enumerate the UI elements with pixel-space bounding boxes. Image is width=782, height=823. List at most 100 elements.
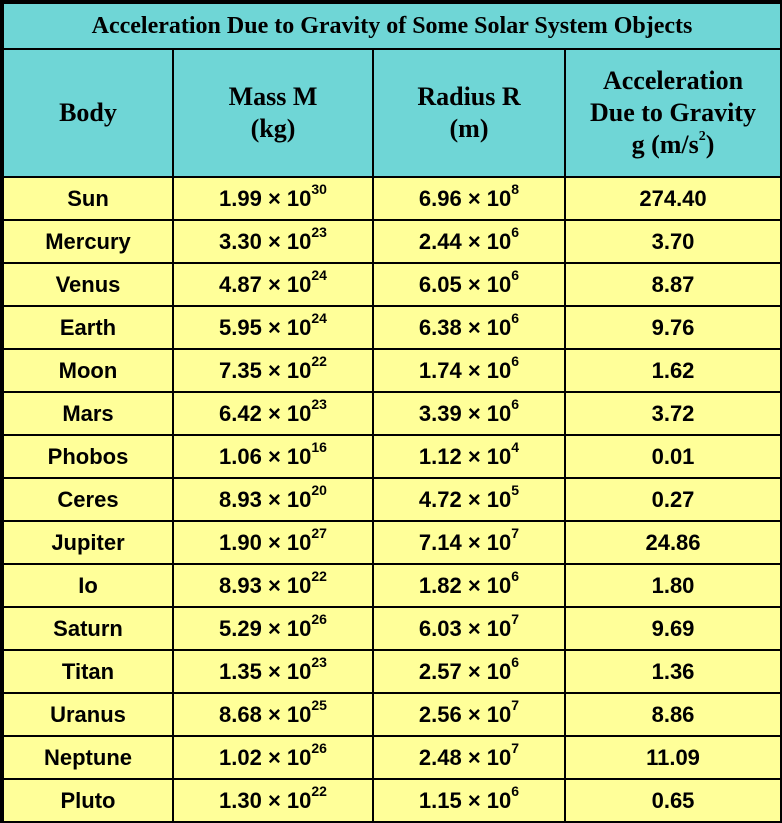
header-body-label: Body: [59, 98, 117, 128]
radius-mantissa: 1.15: [418, 787, 462, 813]
cell-mass: 1.06 × 1016: [172, 434, 374, 479]
radius-exponent: 5: [511, 482, 520, 499]
radius-exponent: 6: [511, 654, 520, 671]
mass-exponent: 26: [311, 611, 327, 628]
radius-mantissa: 2.56: [418, 701, 462, 727]
gravity-value: 1.36: [651, 658, 695, 684]
cell-mass: 1.99 × 1030: [172, 176, 374, 221]
mass-mantissa: 5.29: [219, 615, 262, 641]
cell-body: Mars: [2, 391, 174, 436]
header-radius-line2: (m): [449, 114, 489, 143]
radius-times-ten: × 10: [461, 185, 512, 211]
title-row: Acceleration Due to Gravity of Some Sola…: [1, 2, 782, 50]
cell-radius: 3.39 × 106: [372, 391, 566, 436]
header-mass-line2: (kg): [250, 114, 296, 143]
mass-mantissa: 8.93: [219, 486, 262, 512]
mass-exponent: 23: [311, 654, 327, 671]
cell-gravity: 9.76: [563, 305, 782, 350]
table-row: Venus 4.87 × 1024 6.05 × 106 8.87: [2, 262, 782, 307]
cell-radius: 1.15 × 106: [372, 778, 566, 823]
mass-times-ten: × 10: [261, 357, 312, 383]
mass-mantissa: 1.99: [219, 185, 262, 211]
cell-gravity: 1.62: [563, 348, 782, 393]
radius-exponent: 6: [511, 267, 520, 284]
mass-exponent: 23: [311, 224, 327, 241]
mass-times-ten: × 10: [261, 529, 312, 555]
radius-exponent: 7: [511, 525, 520, 542]
cell-mass: 5.95 × 1024: [172, 305, 374, 350]
gravity-value: 1.62: [651, 357, 695, 383]
mass-times-ten: × 10: [261, 658, 312, 684]
mass-times-ten: × 10: [261, 615, 312, 641]
cell-radius: 4.72 × 105: [372, 477, 566, 522]
header-body: Body: [2, 48, 174, 178]
table-row: Mars 6.42 × 1023 3.39 × 106 3.72: [2, 391, 782, 436]
table-row: Saturn 5.29 × 1026 6.03 × 107 9.69: [2, 606, 782, 651]
cell-mass: 8.93 × 1022: [172, 563, 374, 608]
mass-exponent: 24: [311, 267, 327, 284]
radius-exponent: 6: [511, 783, 520, 800]
mass-mantissa: 8.68: [219, 701, 262, 727]
cell-body: Saturn: [2, 606, 174, 651]
cell-gravity: 0.01: [563, 434, 782, 479]
table-row: Uranus 8.68 × 1025 2.56 × 107 8.86: [2, 692, 782, 737]
cell-mass: 8.93 × 1020: [172, 477, 374, 522]
radius-times-ten: × 10: [461, 314, 512, 340]
cell-gravity: 8.86: [563, 692, 782, 737]
table-row: Mercury 3.30 × 1023 2.44 × 106 3.70: [2, 219, 782, 264]
table-row: Io 8.93 × 1022 1.82 × 106 1.80: [2, 563, 782, 608]
radius-times-ten: × 10: [461, 529, 512, 555]
gravity-value: 24.86: [645, 529, 701, 555]
header-accel-line2: Due to Gravity: [589, 98, 757, 128]
cell-mass: 7.35 × 1022: [172, 348, 374, 393]
gravity-value: 3.70: [651, 228, 695, 254]
cell-body: Pluto: [2, 778, 174, 823]
header-accel-exponent: 2: [698, 129, 706, 145]
mass-times-ten: × 10: [261, 572, 312, 598]
radius-times-ten: × 10: [461, 744, 512, 770]
mass-times-ten: × 10: [261, 314, 312, 340]
radius-exponent: 6: [511, 396, 520, 413]
mass-exponent: 26: [311, 740, 327, 757]
mass-mantissa: 1.02: [219, 744, 262, 770]
radius-times-ten: × 10: [461, 615, 512, 641]
radius-times-ten: × 10: [461, 357, 512, 383]
radius-mantissa: 6.05: [418, 271, 462, 297]
cell-gravity: 1.36: [563, 649, 782, 694]
table-row: Pluto 1.30 × 1022 1.15 × 106 0.65: [2, 778, 782, 823]
cell-body: Mercury: [2, 219, 174, 264]
radius-exponent: 7: [511, 611, 520, 628]
cell-gravity: 9.69: [563, 606, 782, 651]
cell-body: Sun: [2, 176, 174, 221]
radius-times-ten: × 10: [461, 701, 512, 727]
cell-gravity: 0.65: [563, 778, 782, 823]
mass-times-ten: × 10: [261, 486, 312, 512]
cell-radius: 1.74 × 106: [372, 348, 566, 393]
gravity-value: 0.01: [651, 443, 695, 469]
cell-mass: 1.35 × 1023: [172, 649, 374, 694]
header-mass-line1: Mass M: [228, 82, 318, 112]
cell-radius: 6.05 × 106: [372, 262, 566, 307]
header-accel-line1: Acceleration: [602, 66, 744, 96]
cell-gravity: 11.09: [563, 735, 782, 780]
body-name: Sun: [67, 185, 109, 211]
body-name: Earth: [59, 314, 117, 340]
radius-times-ten: × 10: [461, 271, 512, 297]
header-row: Body Mass M (kg) Radius R (m) Accelerati…: [2, 48, 782, 178]
mass-exponent: 27: [311, 525, 327, 542]
cell-mass: 8.68 × 1025: [172, 692, 374, 737]
cell-radius: 7.14 × 107: [372, 520, 566, 565]
radius-mantissa: 2.44: [418, 228, 462, 254]
table-title: Acceleration Due to Gravity of Some Sola…: [1, 2, 782, 50]
table-row: Neptune 1.02 × 1026 2.48 × 107 11.09: [2, 735, 782, 780]
gravity-value: 8.87: [651, 271, 695, 297]
body-name: Uranus: [50, 701, 126, 727]
radius-exponent: 6: [511, 568, 520, 585]
mass-times-ten: × 10: [261, 443, 312, 469]
mass-mantissa: 4.87: [219, 271, 262, 297]
radius-times-ten: × 10: [461, 443, 512, 469]
body-name: Ceres: [57, 486, 119, 512]
cell-mass: 1.02 × 1026: [172, 735, 374, 780]
cell-gravity: 3.72: [563, 391, 782, 436]
